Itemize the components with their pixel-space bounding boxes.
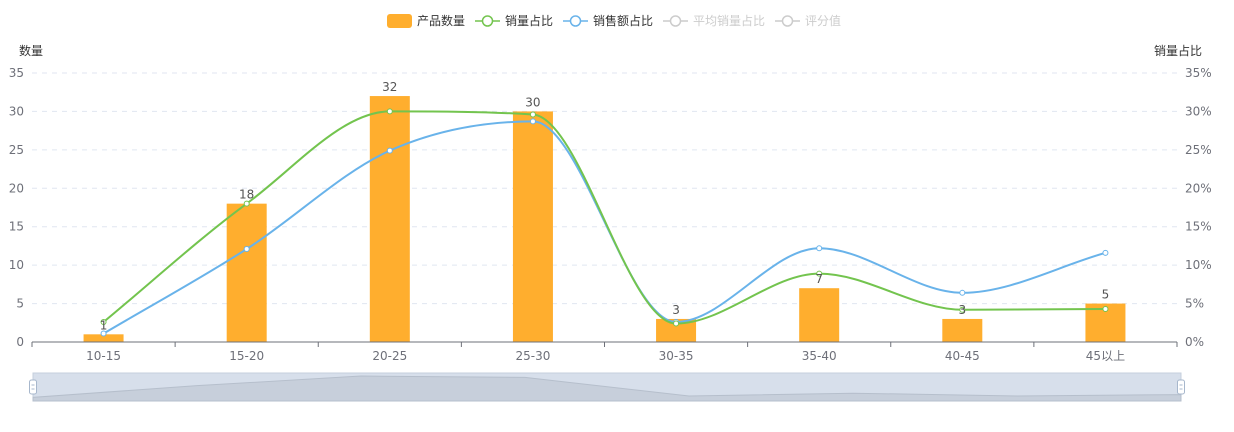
legend-marker (669, 15, 682, 27)
x-tick-label: 20-25 (372, 349, 407, 363)
line-point[interactable] (959, 289, 966, 296)
line-point[interactable] (386, 108, 393, 115)
line-series (100, 108, 1109, 337)
y-tick-label: 15 (9, 220, 24, 234)
x-tick-label: 35-40 (802, 349, 837, 363)
line-point[interactable] (816, 270, 823, 277)
zoom-handle-grip[interactable] (29, 379, 37, 395)
bar[interactable] (799, 288, 840, 342)
zoom-handle-grip[interactable] (1177, 379, 1185, 395)
legend-marker (781, 15, 794, 27)
zoom-handle-left[interactable] (29, 379, 37, 395)
legend-label: 销量占比 (505, 13, 553, 28)
bar[interactable] (512, 111, 553, 342)
grid-lines (32, 72, 1177, 305)
x-tick-label: 15-20 (229, 349, 264, 363)
y-tick-label: 30 (9, 104, 24, 118)
line-point[interactable] (100, 330, 107, 337)
line-point[interactable] (529, 118, 536, 125)
y-tick-label: 35 (9, 66, 24, 80)
y-tick-label: 0 (16, 335, 24, 349)
data-zoom-slider[interactable] (29, 372, 1185, 402)
y2-axis-name: 销量占比 (1154, 43, 1202, 58)
y2-tick-label: 0% (1185, 335, 1204, 349)
bar-value-label: 1 (100, 318, 108, 332)
line-point[interactable] (673, 320, 680, 327)
y-tick-label: 10 (9, 258, 24, 272)
y2-tick-label: 10% (1185, 258, 1212, 272)
y2-tick-label: 35% (1185, 66, 1212, 80)
bar-series (83, 96, 1126, 342)
bar-value-label: 30 (525, 95, 540, 109)
legend-item-1[interactable]: 销量占比 (475, 13, 553, 28)
y2-tick-label: 5% (1185, 297, 1204, 311)
bar[interactable] (226, 203, 267, 342)
legend-marker (569, 15, 582, 27)
legend-item-3[interactable]: 平均销量占比 (663, 13, 765, 28)
y-tick-label: 25 (9, 143, 24, 157)
x-tick-label: 30-35 (659, 349, 694, 363)
x-tick-label: 40-45 (945, 349, 980, 363)
zoom-data-shadow (32, 375, 1182, 402)
bar[interactable] (83, 334, 124, 342)
y-tick-label: 5 (16, 297, 24, 311)
legend-label: 产品数量 (417, 13, 465, 28)
bar[interactable] (942, 318, 983, 342)
bar-value-label: 3 (672, 303, 680, 317)
legend-label: 平均销量占比 (693, 13, 765, 28)
line-point[interactable] (243, 246, 250, 253)
bar[interactable] (656, 318, 697, 342)
line-point[interactable] (959, 306, 966, 313)
y-axis-name: 数量 (19, 43, 43, 58)
bar-value-label: 5 (1102, 288, 1110, 302)
line-point[interactable] (1102, 249, 1109, 256)
line-point[interactable] (243, 200, 250, 207)
x-tick-label: 25-30 (516, 349, 551, 363)
line-point[interactable] (1102, 305, 1109, 312)
legend-marker (481, 15, 494, 27)
y2-tick-label: 25% (1185, 143, 1212, 157)
bar-value-label: 7 (815, 272, 823, 286)
axes: 051015202530350%5%10%15%20%25%30%35%10-1… (9, 66, 1212, 363)
line-point[interactable] (816, 245, 823, 252)
legend-bar-swatch (387, 14, 412, 28)
bar[interactable] (369, 96, 410, 342)
data-labels: 1 18 32 30 3 7 3 5 (100, 80, 1110, 332)
y2-tick-label: 20% (1185, 181, 1212, 195)
x-tick-label: 45以上 (1086, 349, 1125, 363)
bar-value-label: 18 (239, 188, 254, 202)
line-point[interactable] (529, 111, 536, 118)
y-tick-label: 20 (9, 181, 24, 195)
legend: 产品数量 销量占比 销售额占比 平均销量占比 评分值 (387, 13, 841, 28)
legend-item-4[interactable]: 评分值 (775, 13, 841, 28)
bar-value-label: 32 (382, 80, 397, 94)
zoom-handle-right[interactable] (1177, 379, 1185, 395)
line-point[interactable] (100, 319, 107, 326)
legend-item-2[interactable]: 销售额占比 (563, 13, 653, 28)
legend-item-0[interactable]: 产品数量 (387, 13, 465, 28)
legend-label: 销售额占比 (593, 13, 653, 28)
line-series-path[interactable] (102, 110, 1106, 325)
y2-tick-label: 30% (1185, 104, 1212, 118)
bar-value-label: 3 (958, 303, 966, 317)
x-tick-label: 10-15 (86, 349, 121, 363)
y2-tick-label: 15% (1185, 220, 1212, 234)
line-point[interactable] (386, 147, 393, 154)
legend-label: 评分值 (805, 13, 841, 28)
